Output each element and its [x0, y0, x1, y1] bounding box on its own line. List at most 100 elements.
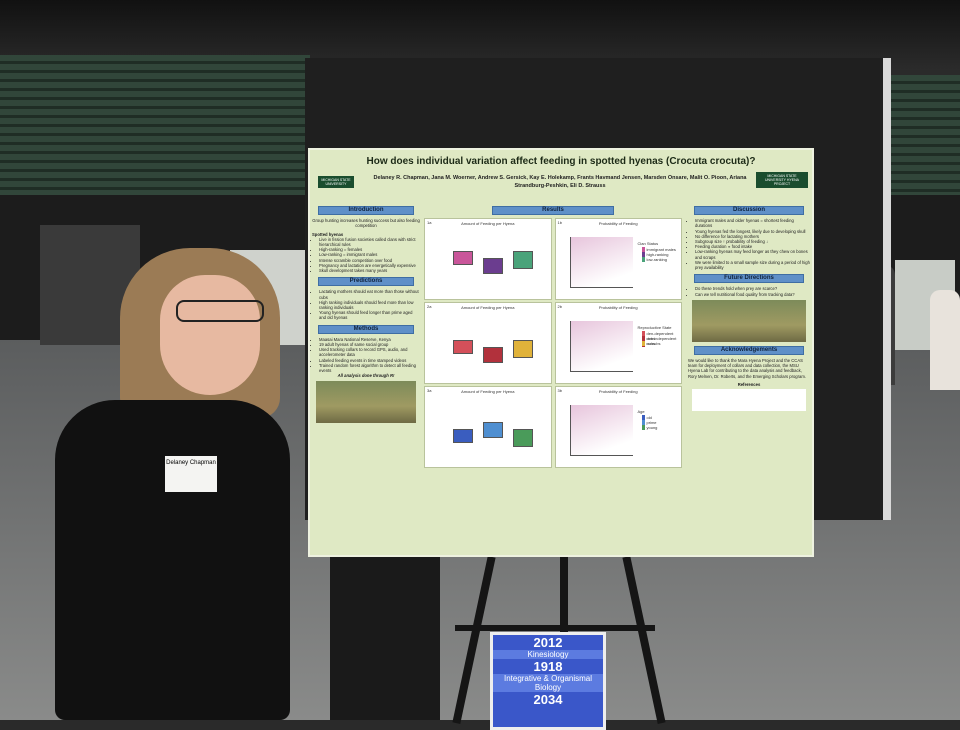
- prediction-bullets: Lactating mothers should eat more than t…: [312, 289, 420, 320]
- panel-title: Probability of Feeding: [598, 389, 638, 395]
- bullet: Maasai Mara National Reserve, Kenya: [319, 337, 420, 342]
- hyena-photo: [316, 381, 416, 424]
- sign-number: 2012: [533, 635, 563, 650]
- right-column: Discussion Immigrant males and older hye…: [688, 202, 810, 413]
- bullet: Feeding duration ∝ food intake: [695, 244, 810, 249]
- legend-title: Reproductive State: [637, 325, 672, 331]
- legend-title: Age: [637, 409, 645, 415]
- easel-bar: [455, 625, 655, 631]
- section-heading: Discussion: [694, 206, 804, 216]
- references-heading: References: [737, 381, 761, 387]
- bullet: Low-ranking = immigrant males: [319, 252, 420, 257]
- future-bullets: Do these trends hold when prey are scarc…: [688, 286, 810, 296]
- bullet: Trained random forest algorithm to detec…: [319, 363, 420, 373]
- method-bullets: Maasai Mara National Reserve, Kenya19 ad…: [312, 337, 420, 373]
- box-plot: [513, 251, 533, 270]
- bullet: Lactating mothers should eat more than t…: [319, 289, 420, 299]
- panel-title: Amount of Feeding per Hyena: [461, 389, 515, 395]
- bullet: Low-ranking hyenas may feed longer as th…: [695, 249, 810, 259]
- result-panel: 3a Amount of Feeding per Hyena: [424, 386, 552, 469]
- bullet: High-ranking = females: [319, 247, 420, 252]
- bullet: Young hyenas fed the longest, likely due…: [695, 229, 810, 234]
- bullet: Subgroup size ↑ probability of feeding ↓: [695, 239, 810, 244]
- bullet: Skull development takes many years: [319, 268, 420, 273]
- room-sign: 2012 Kinesiology 1918 Integrative & Organis…: [490, 632, 606, 730]
- bullet: Labeled feeding events in time stamped v…: [319, 358, 420, 363]
- result-panel: 1a Amount of Feeding per Hyena: [424, 218, 552, 301]
- panel-label: 3a: [427, 388, 432, 394]
- sign-label: Kinesiology: [493, 650, 603, 659]
- bullet: No difference for lactating mothers: [695, 234, 810, 239]
- result-panel: 3b Probability of Feeding Age old prime young: [554, 386, 682, 469]
- left-column: Introduction Group hunting increases hun…: [312, 202, 420, 426]
- legend-entry: old: [641, 415, 652, 421]
- person-legs: [330, 555, 440, 720]
- bullet: Can we tell nutritional food quality fro…: [695, 292, 810, 297]
- section-heading: Acknowledgements: [694, 345, 804, 356]
- section-heading: Predictions: [318, 277, 414, 287]
- logo: MICHIGAN STATE UNIVERSITY: [318, 176, 354, 188]
- sign-number: 1918: [533, 659, 563, 674]
- panel-label: 2a: [427, 304, 432, 310]
- curve-band: [569, 237, 633, 289]
- person: [930, 290, 960, 390]
- section-heading: Future Directions: [694, 274, 804, 284]
- panel-label: 2b: [557, 304, 562, 310]
- intro-bullets: Live in fission fusion societies called …: [312, 237, 420, 273]
- legend-entry: high-ranking: [641, 252, 669, 258]
- logo: MICHIGAN STATE UNIVERSITY HYENA PROJECT: [756, 172, 808, 188]
- sign-number: 2034: [533, 692, 563, 707]
- bullet: Do these trends hold when prey are scarc…: [695, 286, 810, 291]
- box-plot: [483, 422, 503, 439]
- dress: [55, 400, 290, 720]
- bullet: Used tracking collars to record GPS, aud…: [319, 347, 420, 357]
- legend-entry: low-ranking: [641, 257, 667, 263]
- section-heading: Introduction: [318, 206, 414, 216]
- glasses: [176, 300, 264, 322]
- results-column: Results 1a Amount of Feeding per Hyena 1b P…: [422, 202, 684, 469]
- box-plot: [453, 251, 473, 266]
- panel-label: 1a: [427, 220, 432, 226]
- bullet: High ranking individuals should feed mor…: [319, 300, 420, 310]
- face: [160, 275, 260, 395]
- poster: How does individual variation affect fee…: [310, 150, 812, 555]
- curve-band: [569, 321, 633, 373]
- section-heading: Results: [492, 206, 614, 216]
- bullet: We were limited to a small sample size d…: [695, 260, 810, 270]
- legend-entry: young: [641, 425, 657, 431]
- bullet: Live in fission fusion societies called …: [319, 237, 420, 247]
- bullet: Intense scramble competition over food: [319, 258, 420, 263]
- result-panel: 1b Probability of Feeding Clan Status immig…: [554, 218, 682, 301]
- legend-entry: no cubs: [641, 341, 661, 347]
- legend-title: Clan Status: [637, 241, 659, 247]
- panel-label: 1b: [557, 220, 562, 226]
- bullet: Immigrant males and older hyenas = short…: [695, 218, 810, 228]
- result-panel: 2b Probability of Feeding Reproductive Sta…: [554, 302, 682, 385]
- panel-title: Amount of Feeding per Hyena: [461, 305, 515, 311]
- arena-seats: [0, 55, 310, 205]
- legend-entry: prime: [641, 420, 657, 426]
- panel-title: Probability of Feeding: [598, 305, 638, 311]
- box-plot: [483, 258, 503, 275]
- box-plot: [453, 429, 473, 444]
- result-panel: 2a Amount of Feeding per Hyena: [424, 302, 552, 385]
- intro-text: Group hunting increases hunting success …: [312, 218, 420, 229]
- panel-label: 3b: [557, 388, 562, 394]
- box-plot: [513, 340, 533, 359]
- curve-band: [569, 405, 633, 457]
- discussion-bullets: Immigrant males and older hyenas = short…: [688, 218, 810, 270]
- legend-entry: immigrant males: [641, 247, 676, 253]
- box-plot: [453, 340, 473, 355]
- references-box: [692, 389, 806, 412]
- intro-subheading: Spotted hyenas: [312, 231, 344, 237]
- section-heading: Methods: [318, 324, 414, 334]
- box-plot: [513, 429, 533, 448]
- name-badge: Delaney Chapman: [165, 456, 217, 492]
- panel-title: Amount of Feeding per Hyena: [461, 221, 515, 227]
- box-plot: [483, 347, 503, 364]
- bullet: 19 adult hyenas of same social group: [319, 342, 420, 347]
- sign-label: Integrative & Organismal Biology: [493, 674, 603, 692]
- bullet: Pregnancy and lactation are energeticall…: [319, 263, 420, 268]
